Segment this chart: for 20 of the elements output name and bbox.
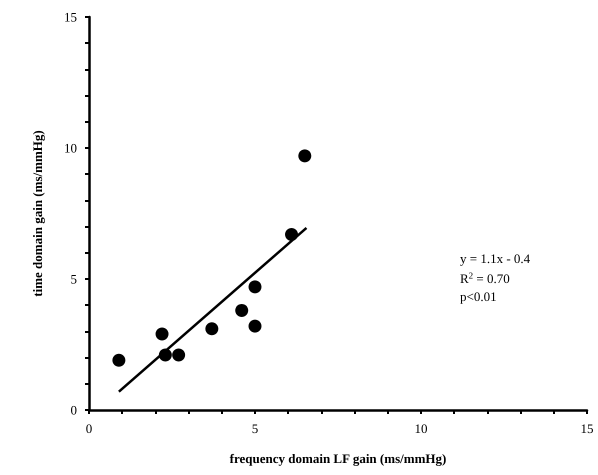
- y-tick-label: 15: [64, 10, 77, 24]
- point: [205, 322, 218, 336]
- point: [172, 348, 186, 362]
- point: [156, 328, 169, 341]
- y-tick-label: 5: [70, 272, 77, 286]
- x-axis-title: frequency domain LF gain (ms/mmHg): [230, 451, 446, 466]
- x-tick-label: 5: [252, 421, 258, 436]
- x-tick-label: 15: [580, 421, 594, 436]
- y-tick-label: 10: [64, 140, 77, 156]
- point: [248, 320, 262, 333]
- point: [298, 149, 312, 162]
- x-tick-label: 10: [414, 421, 428, 436]
- point: [235, 304, 248, 317]
- y-axis-title: time domain gain (ms/mmHg): [30, 130, 45, 297]
- annotation: y = 1.1x - 0.4: [460, 251, 531, 266]
- point: [112, 354, 126, 367]
- y-tick-label: 0: [70, 402, 77, 418]
- x-tick-label: 0: [86, 421, 92, 436]
- point: [248, 280, 262, 294]
- annotation: p<0.01: [460, 289, 497, 304]
